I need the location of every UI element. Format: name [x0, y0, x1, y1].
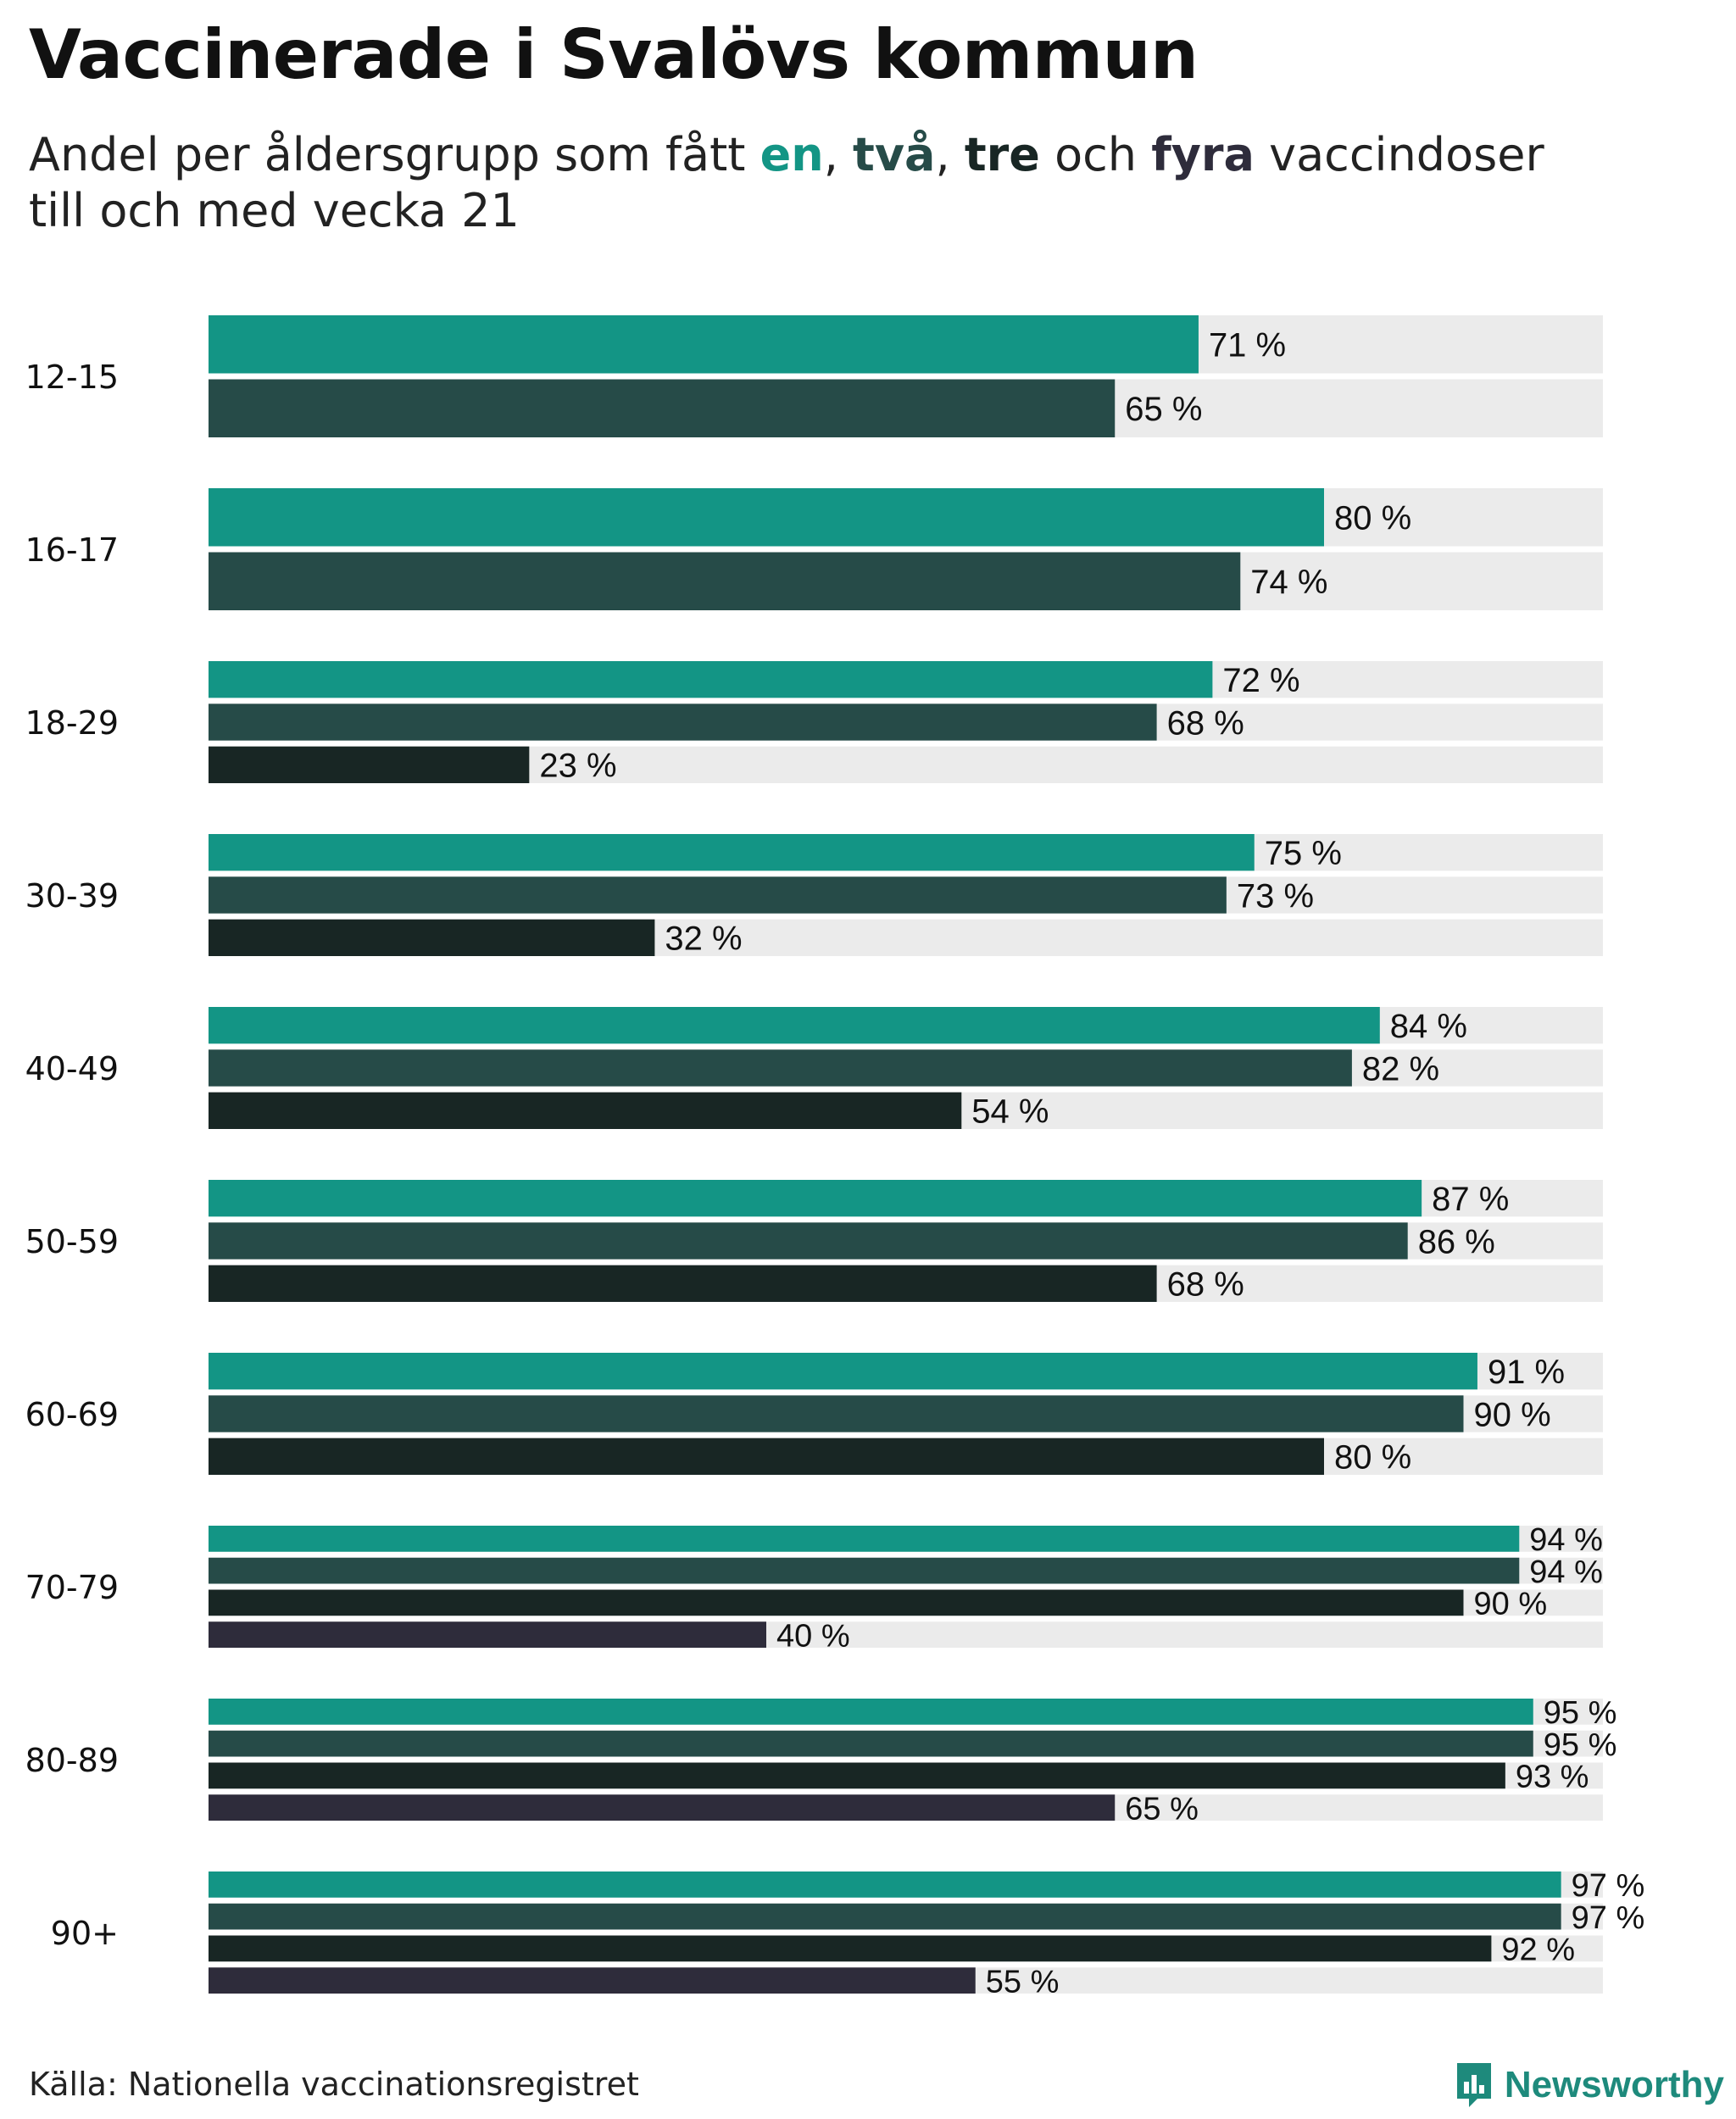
bar-två-90+: [209, 1903, 1561, 1930]
bar-fyra-90+: [209, 1967, 976, 1994]
bar-två-60-69: [209, 1395, 1464, 1432]
bar-en-80-89: [209, 1699, 1533, 1725]
data-label: 97 %: [1572, 1868, 1645, 1904]
bar-en-18-29: [209, 661, 1213, 698]
category-label: 70-79: [25, 1569, 119, 1606]
bar-fyra-70-79: [209, 1621, 766, 1648]
data-label: 71 %: [1209, 327, 1286, 364]
data-label: 90 %: [1474, 1587, 1548, 1622]
data-label: 91 %: [1488, 1354, 1565, 1391]
bar-tre-60-69: [209, 1438, 1324, 1475]
bar-två-12-15: [209, 379, 1116, 437]
data-label: 74 %: [1250, 564, 1327, 601]
bar-tre-30-39: [209, 919, 655, 956]
bar-tre-40-49: [209, 1092, 962, 1129]
category-label: 90+: [51, 1915, 119, 1952]
data-label: 86 %: [1418, 1223, 1495, 1260]
bar-två-50-59: [209, 1222, 1408, 1260]
bar-en-90+: [209, 1872, 1561, 1898]
data-label: 82 %: [1362, 1050, 1439, 1087]
bar-en-50-59: [209, 1180, 1422, 1217]
bar-en-60-69: [209, 1353, 1477, 1390]
bar-en-30-39: [209, 834, 1255, 871]
data-label: 32 %: [665, 920, 742, 958]
bar-en-16-17: [209, 488, 1324, 547]
category-label: 16-17: [25, 531, 119, 569]
category-label: 60-69: [25, 1396, 119, 1433]
category-label: 50-59: [25, 1223, 119, 1260]
bar-en-40-49: [209, 1007, 1380, 1044]
bar-tre-80-89: [209, 1762, 1505, 1789]
data-label: 90 %: [1474, 1396, 1551, 1433]
bar-fyra-80-89: [209, 1794, 1116, 1821]
data-label: 72 %: [1222, 662, 1299, 699]
data-label: 68 %: [1167, 1266, 1244, 1304]
data-label: 55 %: [986, 1964, 1060, 1999]
data-label: 84 %: [1390, 1008, 1467, 1045]
data-label: 68 %: [1167, 704, 1244, 742]
legend-dose-4: fyra: [1151, 128, 1255, 181]
subtitle-suffix: vaccindoser: [1254, 128, 1544, 181]
bar-tre-50-59: [209, 1265, 1157, 1302]
category-label: 40-49: [25, 1050, 119, 1087]
newsworthy-logo: Newsworthy: [1455, 2061, 1724, 2109]
chart-subtitle: Andel per åldersgrupp som fått en, två, …: [29, 127, 1639, 239]
data-label: 94 %: [1529, 1554, 1603, 1590]
bar-tre-70-79: [209, 1589, 1464, 1616]
data-label: 87 %: [1432, 1181, 1509, 1218]
newsworthy-logo-icon: [1456, 2063, 1491, 2107]
category-label: 30-39: [25, 877, 119, 915]
category-label: 80-89: [25, 1742, 119, 1779]
legend-dose-3: tre: [964, 128, 1040, 181]
data-label: 97 %: [1572, 1900, 1645, 1936]
category-label: 12-15: [25, 359, 119, 396]
legend-dose-2: två: [853, 128, 936, 181]
bar-två-16-17: [209, 552, 1241, 610]
logo-text: Newsworthy: [1504, 2064, 1724, 2105]
data-label: 23 %: [539, 748, 616, 785]
source-note: Källa: Nationella vaccinationsregistret: [29, 2066, 639, 2103]
data-label: 80 %: [1334, 500, 1411, 537]
bar-två-40-49: [209, 1049, 1352, 1087]
data-label: 92 %: [1501, 1933, 1575, 1968]
subtitle-separator: ,: [823, 128, 854, 181]
data-label: 73 %: [1237, 877, 1314, 915]
subtitle-connector: och: [1039, 128, 1152, 181]
chart-title: Vaccinerade i Svalövs kommun: [29, 15, 1199, 94]
data-label: 40 %: [776, 1618, 850, 1654]
bar-tre-18-29: [209, 746, 530, 783]
category-label: 18-29: [25, 704, 119, 742]
data-label: 94 %: [1529, 1522, 1603, 1558]
data-label: 54 %: [971, 1093, 1049, 1131]
bar-en-12-15: [209, 315, 1199, 374]
bar-en-70-79: [209, 1526, 1520, 1552]
bar-tre-90+: [209, 1935, 1492, 1962]
bar-två-70-79: [209, 1557, 1520, 1584]
subtitle-separator: ,: [935, 128, 965, 181]
data-label: 95 %: [1544, 1695, 1617, 1731]
data-label: 65 %: [1125, 1791, 1199, 1827]
subtitle-prefix: Andel per åldersgrupp som fått: [29, 128, 760, 181]
data-label: 95 %: [1544, 1727, 1617, 1763]
data-label: 93 %: [1516, 1760, 1589, 1795]
data-label: 80 %: [1334, 1439, 1411, 1477]
data-label: 65 %: [1125, 391, 1202, 428]
bar-två-30-39: [209, 876, 1227, 914]
subtitle-line-2: till och med vecka 21: [29, 184, 520, 237]
legend-dose-1: en: [760, 128, 824, 181]
bar-två-80-89: [209, 1730, 1533, 1757]
data-label: 75 %: [1265, 835, 1342, 872]
bar-två-18-29: [209, 704, 1157, 741]
